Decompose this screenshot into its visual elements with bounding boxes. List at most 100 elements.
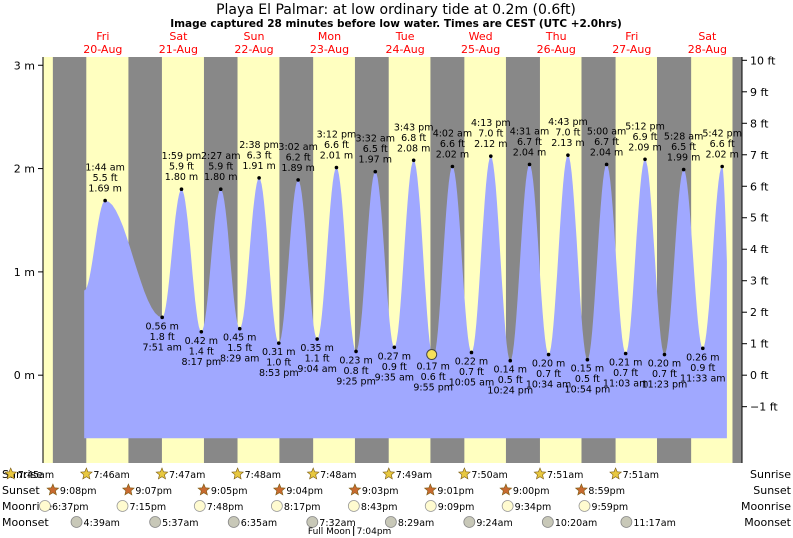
current-time-marker	[426, 349, 438, 361]
moonrise-icon	[424, 500, 437, 512]
full-moon-time: 7:04pm	[357, 527, 392, 537]
extreme-point	[546, 352, 551, 357]
right-tick-label: 10 ft	[750, 54, 776, 67]
moonset-icon	[541, 516, 554, 528]
high-tide-label: 4:31 am	[510, 126, 549, 137]
day-name-label: Tue	[395, 30, 415, 43]
low-tide-label: 0.7 ft	[536, 369, 561, 380]
extreme-point	[681, 167, 686, 172]
high-tide-label: 3:32 am	[356, 134, 395, 145]
sunset-icon	[423, 483, 437, 496]
day-date-label: 21-Aug	[159, 43, 198, 56]
low-tide-label: 10:05 am	[449, 377, 494, 388]
moonrise-time: 6:37pm	[52, 502, 89, 513]
extreme-point	[334, 165, 339, 170]
moonset-row-label-left: Moonset	[2, 516, 49, 529]
low-tide-label: 0.23 m	[339, 355, 372, 366]
high-tide-label: 2:38 pm	[239, 140, 279, 151]
high-tide-label: 1.99 m	[667, 153, 700, 164]
high-tide-label: 5:28 am	[664, 132, 703, 143]
right-tick-label: 1 ft	[750, 338, 769, 351]
moonrise-icon	[270, 500, 283, 512]
low-tide-label: 0.31 m	[262, 347, 295, 358]
extreme-point	[720, 164, 724, 169]
day-date-label: 23-Aug	[310, 43, 349, 56]
moonrise-icon	[347, 500, 360, 512]
sunrise-icon	[382, 467, 396, 480]
right-tick-label: 7 ft	[750, 149, 769, 162]
high-tide-label: 2.04 m	[590, 147, 623, 158]
high-tide-label: 6.7 ft	[594, 137, 619, 148]
moonset-icon	[463, 516, 476, 528]
high-tide-label: 5.9 ft	[208, 162, 233, 173]
moonset-time: 10:20am	[555, 518, 597, 529]
day-name-label: Fri	[96, 30, 109, 43]
low-tide-label: 0.27 m	[378, 351, 411, 362]
right-tick-label: 3 ft	[750, 275, 769, 288]
high-tide-label: 1.91 m	[242, 161, 275, 172]
high-tide-label: 2.04 m	[513, 147, 546, 158]
low-tide-label: 0.20 m	[648, 359, 681, 370]
low-tide-label: 0.5 ft	[498, 375, 523, 386]
moonset-icon	[149, 516, 162, 528]
moonrise-icon	[501, 500, 514, 512]
sunset-time: 9:01pm	[437, 486, 474, 497]
extreme-point	[296, 178, 300, 182]
low-tide-label: 8:29 am	[220, 354, 259, 365]
day-date-label: 25-Aug	[461, 43, 500, 56]
sunset-time: 9:05pm	[211, 486, 248, 497]
day-date-label: 27-Aug	[612, 43, 651, 56]
high-tide-label: 5:00 am	[587, 126, 626, 137]
sunset-icon	[121, 483, 135, 496]
low-tide-label: 11:03 am	[603, 378, 648, 389]
extreme-point	[489, 154, 493, 158]
sunrise-time: 7:51am	[623, 470, 659, 481]
sunrise-time: 7:46am	[93, 470, 129, 481]
extreme-point	[566, 153, 570, 157]
sunrise-time: 7:48am	[245, 470, 281, 481]
moonrise-row-label-left: Moonrise	[2, 500, 52, 513]
sunset-icon	[499, 483, 513, 496]
day-date-label: 20-Aug	[83, 43, 122, 56]
day-name-label: Sun	[243, 30, 264, 43]
extreme-point	[315, 337, 319, 341]
extreme-point	[662, 352, 667, 357]
low-tide-label: 9:25 pm	[336, 376, 376, 387]
right-tick-label: 2 ft	[750, 306, 769, 319]
sunrise-icon	[457, 467, 471, 480]
axes: 0 m 1 m 2 m 3 m −1 ft 0 ft 1 ft 2 ft 3 ft 4 ft 5 f…	[14, 54, 778, 463]
high-tide-label: 1:44 am	[85, 163, 124, 174]
high-tide-label: 4:43 pm	[548, 117, 588, 128]
low-tide-label: 8:53 pm	[259, 368, 299, 379]
low-tide-label: 0.8 ft	[344, 366, 369, 377]
extreme-point	[354, 349, 358, 354]
low-tide-label: 0.21 m	[609, 357, 642, 368]
extreme-point	[103, 198, 107, 203]
high-tide-label: 5:42 pm	[702, 129, 742, 140]
right-tick-label: 6 ft	[750, 180, 769, 193]
day-name-label: Sat	[169, 30, 188, 43]
extreme-point	[237, 326, 242, 331]
high-tide-label: 1:59 pm	[162, 151, 202, 162]
low-tide-label: 10:54 pm	[565, 385, 611, 396]
low-tide-label: 0.17 m	[416, 362, 449, 373]
moonset-time: 9:24am	[476, 518, 512, 529]
sunrise-row-label-right: Sunrise	[750, 468, 791, 481]
high-tide-label: 1.89 m	[281, 163, 314, 174]
moonrise-icon	[578, 500, 591, 512]
low-tide-label: 1.8 ft	[150, 332, 175, 343]
sunrise-icon	[155, 467, 169, 480]
sunrise-time: 7:50am	[471, 470, 507, 481]
low-tide-label: 1.4 ft	[189, 346, 214, 357]
sunrise-icon	[533, 467, 547, 480]
moonrise-time: 7:15pm	[130, 502, 167, 513]
extreme-labels: 1:44 am5.5 ft1.69 m 0.56 m1.8 ft7:51 am 1:…	[85, 117, 742, 397]
high-tide-label: 2.12 m	[474, 139, 507, 150]
left-tick-label: 0 m	[14, 369, 35, 382]
left-tick-label: 3 m	[14, 59, 35, 72]
high-tide-label: 1.80 m	[204, 172, 237, 183]
low-tide-label: 0.5 ft	[575, 374, 600, 385]
day-name-label: Thu	[545, 30, 567, 43]
high-tide-label: 1.69 m	[88, 184, 121, 195]
